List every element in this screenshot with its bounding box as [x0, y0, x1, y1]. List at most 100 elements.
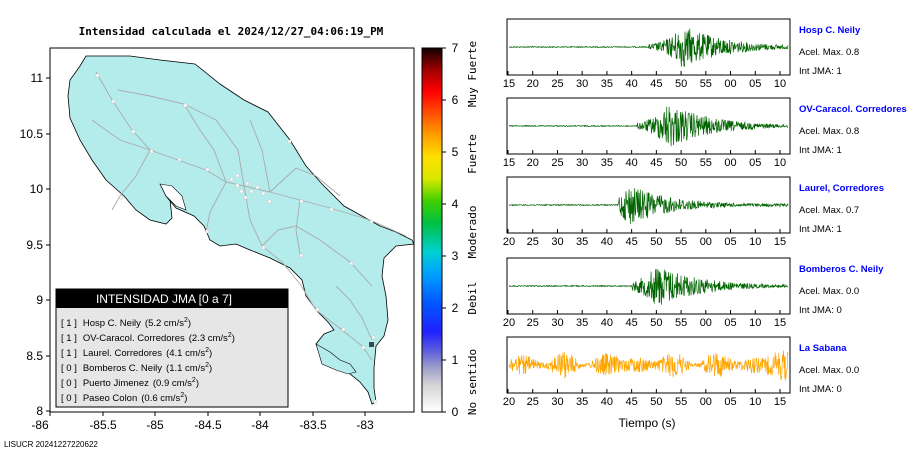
legend-accel-unit-sup: 2: [180, 392, 184, 399]
seismogram-int-jma: Int JMA: 1: [799, 224, 842, 235]
map-ytick-label: 9: [36, 293, 43, 307]
legend-accel: (0.6 cm/s: [141, 393, 180, 404]
legend-accel-close: ): [232, 333, 235, 344]
seismogram-accel-max: Acel. Max. 0.8: [799, 47, 859, 58]
seismogram-station-name: Hosp C. Neily: [799, 25, 861, 36]
seismogram-trace-panel: 20 25 30 35 40 45 50 55 00 05 10 15 Laurel, Corredor…: [503, 176, 884, 248]
legend-accel-close: ): [209, 348, 212, 359]
map-xtick-label: -84.5: [194, 418, 222, 432]
colorbar-tick: 0: [452, 405, 459, 419]
seismogram-tick-label: 40: [626, 157, 638, 169]
seismogram-tick-label: 55: [675, 317, 687, 329]
legend-station-name: Hosp C. Neily: [83, 318, 141, 329]
colorbar-label-moderado: Moderado: [466, 206, 479, 259]
seismogram-tick-label: 20: [503, 236, 515, 248]
seismogram-tick-label: 00: [700, 317, 712, 329]
legend-accel-unit-sup: 2: [205, 347, 209, 354]
seismogram-tick-label: 35: [601, 157, 613, 169]
legend-item: [ 0 ] Puerto Jimenez (0.9 cm/s2): [61, 377, 199, 389]
map-xtick-label: -83: [356, 418, 374, 432]
map-title: Intensidad calculada el 2024/12/27_04:06…: [79, 25, 384, 38]
legend-accel-close: ): [196, 378, 199, 389]
seismogram-accel-max: Acel. Max. 0.0: [799, 365, 859, 376]
map-xtick-label: -84: [251, 418, 269, 432]
seismogram-station-name: Bomberos C. Neily: [799, 264, 884, 275]
seismogram-tick-label: 10: [774, 78, 786, 90]
colorbar-tick: 6: [452, 93, 459, 107]
legend-station-name: OV-Caracol. Corredores: [83, 333, 185, 344]
legend-accel: (1.1 cm/s: [166, 363, 205, 374]
legend-level: [ 1 ]: [61, 318, 77, 329]
seismogram-panel: 15 20 25 30 35 40 45 50 55 00 05 10 Hosp C. Neily Ace…: [503, 18, 907, 408]
seismogram-tick-label: 30: [576, 78, 588, 90]
seismogram-tick-label: 10: [749, 317, 761, 329]
seismogram-tick-label: 30: [551, 396, 563, 408]
seismogram-tick-label: 30: [576, 157, 588, 169]
seismogram-waveform: [508, 268, 789, 305]
seismogram-tick-label: 25: [551, 157, 563, 169]
map-xtick-label: -86: [31, 418, 49, 432]
seismogram-tick-label: 05: [724, 236, 736, 248]
legend-level: [ 1 ]: [61, 348, 77, 359]
seismogram-accel-max: Acel. Max. 0.7: [799, 205, 859, 216]
seismogram-trace-panel: 20 25 30 35 40 45 50 55 00 05 10 15 La Sabana Acel. M…: [503, 336, 859, 408]
seismogram-waveform: [508, 350, 789, 381]
station-marker: [369, 342, 374, 347]
legend-item: [ 1 ] Hosp C. Neily (5.2 cm/s2): [61, 317, 191, 329]
legend-accel: (5.2 cm/s: [145, 318, 184, 329]
seismogram-station-name: OV-Caracol. Corredores: [799, 104, 907, 115]
seismogram-tick-label: 55: [700, 78, 712, 90]
footer-id: LISUCR 20241227220622: [4, 440, 98, 449]
legend-station-name: Bomberos C. Neily: [83, 363, 162, 374]
legend-accel-unit-sup: 2: [192, 377, 196, 384]
seismogram-tick-label: 35: [576, 236, 588, 248]
map-ytick-label: 10.5: [20, 127, 44, 141]
seismogram-tick-label: 20: [503, 396, 515, 408]
seismogram-tick-label: 45: [626, 236, 638, 248]
seismogram-accel-max: Acel. Max. 0.8: [799, 126, 859, 137]
seismogram-xlabel: Tiempo (s): [619, 416, 676, 430]
seismogram-tick-label: 40: [601, 236, 613, 248]
colorbar-tick: 7: [452, 41, 459, 55]
legend-level: [ 0 ]: [61, 363, 77, 374]
map-y-axis: 11 10.5 10 9.5 9 8.5 8: [20, 71, 50, 418]
colorbar-label-muy-fuerte: Muy Fuerte: [466, 41, 479, 107]
seismogram-tick-label: 35: [601, 78, 613, 90]
seismogram-tick-label: 05: [749, 78, 761, 90]
seismogram-tick-label: 10: [749, 396, 761, 408]
map-ytick-label: 8: [36, 404, 43, 418]
seismogram-tick-label: 45: [650, 157, 662, 169]
seismogram-tick-label: 50: [650, 396, 662, 408]
seismogram-tick-label: 20: [527, 78, 539, 90]
osa-peninsula: [315, 343, 357, 375]
seismogram-accel-max: Acel. Max. 0.0: [799, 286, 859, 297]
seismogram-tick-label: 50: [675, 157, 687, 169]
seismogram-int-jma: Int JMA: 1: [799, 66, 842, 77]
seismogram-tick-label: 35: [576, 396, 588, 408]
legend-level: [ 0 ]: [61, 393, 77, 404]
seismogram-int-jma: Int JMA: 0: [799, 384, 842, 395]
seismogram-tick-label: 15: [503, 78, 515, 90]
colorbar-tick: 4: [452, 197, 459, 211]
colorbar-label-no-sentido: No sentido: [466, 349, 479, 415]
seismogram-tick-label: 10: [774, 157, 786, 169]
seismogram-trace-panel: 15 20 25 30 35 40 45 50 55 00 05 10 Hosp C. Neily Ace…: [503, 18, 861, 90]
legend-item: [ 0 ] Paseo Colon (0.6 cm/s2): [61, 392, 187, 404]
legend-accel: (4.1 cm/s: [166, 348, 205, 359]
seismogram-frame: [506, 176, 791, 234]
seismogram-tick-label: 55: [675, 236, 687, 248]
seismogram-tick-label: 00: [724, 78, 736, 90]
legend-accel-unit-sup: 2: [184, 317, 188, 324]
colorbar-tick: 3: [452, 249, 459, 263]
colorbar-label-debil: Debil: [466, 281, 479, 314]
map-ytick-label: 8.5: [26, 349, 43, 363]
seismogram-tick-label: 55: [700, 157, 712, 169]
seismogram-tick-label: 50: [675, 78, 687, 90]
intensity-legend: INTENSIDAD JMA [0 a 7] [ 1 ] Hosp C. Neil…: [55, 288, 289, 408]
seismogram-tick-label: 35: [576, 317, 588, 329]
seismogram-tick-label: 20: [503, 317, 515, 329]
seismogram-trace-panel: 20 25 30 35 40 45 50 55 00 05 10 15 Bomberos C. Neil…: [503, 257, 884, 329]
colorbar-tick: 2: [452, 301, 459, 315]
seismogram-tick-label: 05: [749, 157, 761, 169]
legend-accel-unit-sup: 2: [205, 362, 209, 369]
